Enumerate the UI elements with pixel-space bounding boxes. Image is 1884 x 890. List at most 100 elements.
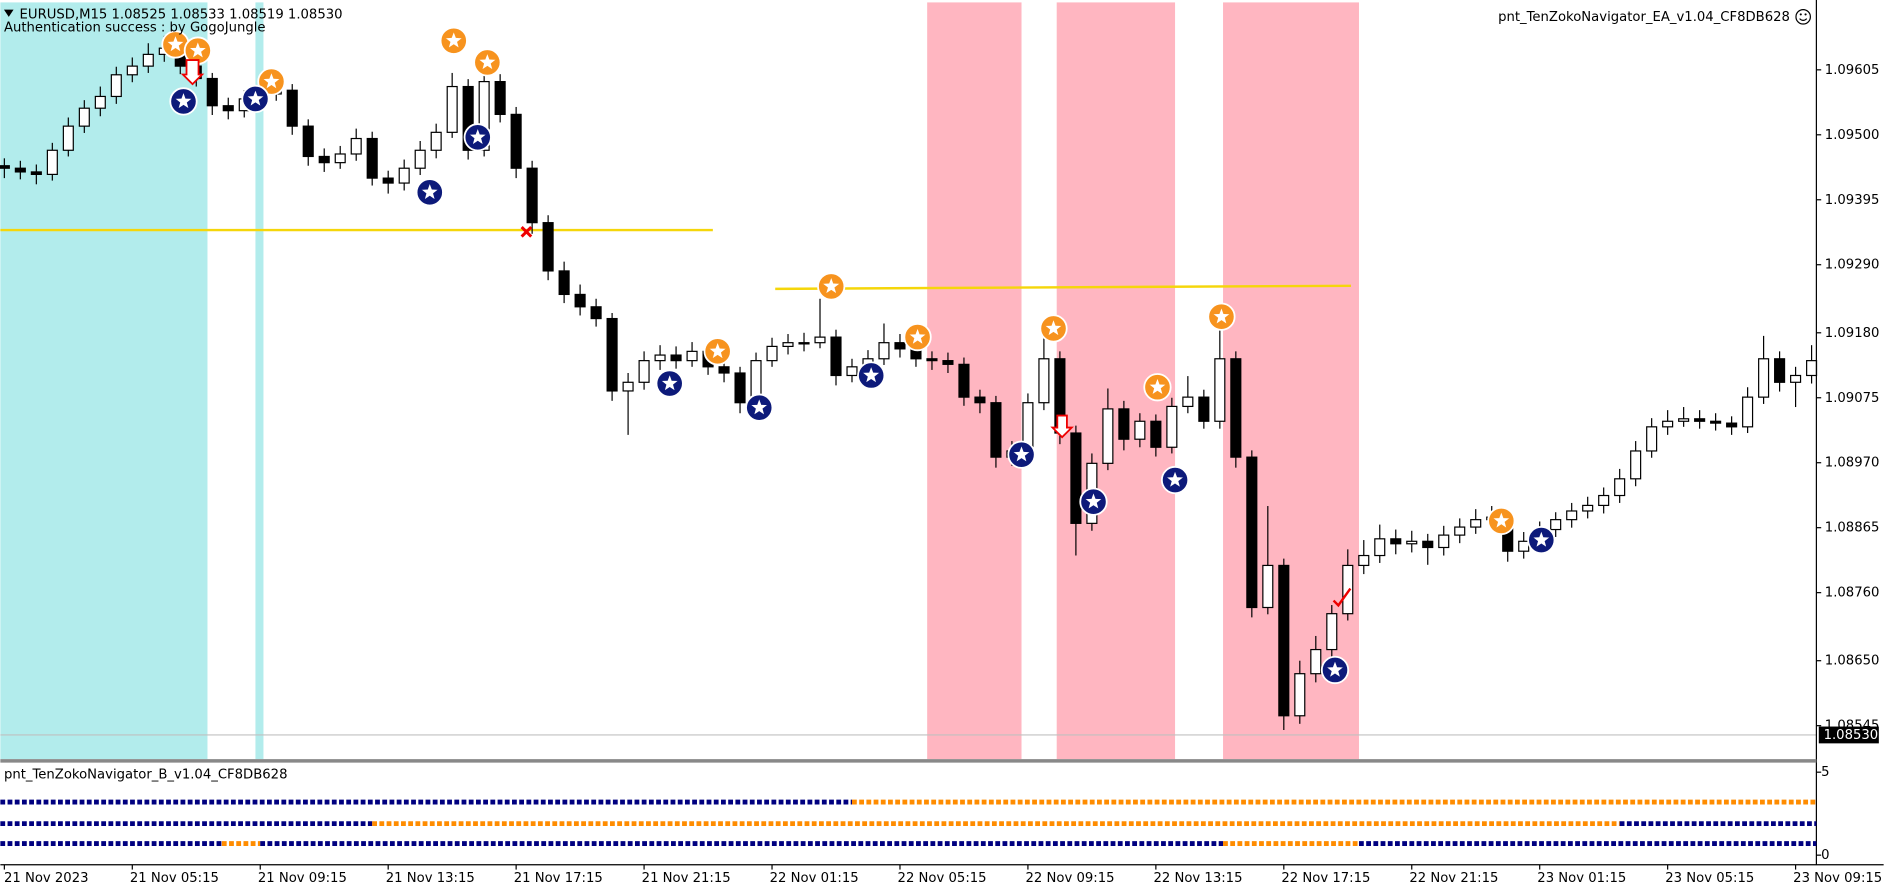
y-tick-label: 1.08760 (1825, 586, 1880, 601)
candle-body (942, 360, 954, 365)
y-tick-label: 1.09290 (1825, 258, 1880, 273)
signal-star (907, 326, 929, 347)
candle-body (974, 396, 986, 404)
x-tick-label: 23 Nov 01:15 (1537, 871, 1626, 886)
candle-body (846, 366, 858, 377)
candle-body (14, 167, 26, 173)
candle-body (286, 89, 298, 127)
candle-body (734, 372, 746, 404)
candle-body (78, 107, 90, 127)
y-tick-label: 1.09395 (1825, 193, 1880, 208)
candle-body (958, 363, 970, 398)
candle-body (990, 402, 1002, 458)
signal-star (165, 33, 186, 54)
candle-body (1422, 540, 1434, 549)
signal-star (748, 396, 770, 417)
candle-body (430, 131, 442, 151)
x-tick-label: 21 Nov 17:15 (514, 871, 603, 886)
candle-body (526, 167, 538, 224)
indicator-title: pnt_TenZokoNavigator_B_v1.04_CF8DB628 (4, 768, 288, 783)
candle-body (1710, 420, 1722, 424)
candle-body (1806, 360, 1818, 377)
sell-signal (1143, 373, 1172, 402)
x-tick-label: 21 Nov 09:15 (258, 871, 347, 886)
candle-body (1550, 519, 1562, 531)
candle-body (1262, 564, 1274, 609)
buy-signal (463, 123, 492, 152)
candle-body (830, 336, 842, 377)
candle-body (318, 155, 330, 164)
x-tick-label: 21 Nov 13:15 (386, 871, 475, 886)
candle-body (638, 360, 650, 383)
x-tick-label: 22 Nov 09:15 (1026, 871, 1115, 886)
y-tick-label: 1.08970 (1825, 456, 1880, 471)
sell-signal (1207, 302, 1236, 331)
candle-body (1294, 673, 1306, 717)
signal-star (1530, 529, 1552, 549)
candle-body (478, 80, 490, 151)
x-tick-label: 21 Nov 05:15 (130, 871, 219, 886)
candle-body (670, 354, 682, 362)
signal-star (245, 88, 266, 108)
candle-body (1406, 540, 1418, 545)
candle-body (1630, 450, 1642, 480)
candle-body (1758, 358, 1770, 398)
candle-body (110, 74, 122, 98)
candle-body (1598, 494, 1610, 507)
candle-body (590, 306, 602, 320)
candle-body (1662, 420, 1674, 428)
candle-body (0, 165, 10, 169)
header: EURUSD,M15 1.08525 1.08533 1.08519 1.085… (20, 7, 343, 22)
signal-star (659, 372, 681, 393)
y-tick-label: 1.08650 (1825, 654, 1880, 669)
candle-body (1582, 504, 1594, 512)
candle-body (558, 270, 570, 296)
candle-body (1246, 456, 1258, 609)
candle-body (1694, 418, 1706, 422)
sell-signal (439, 26, 468, 55)
buy-signal (415, 178, 444, 207)
x-tick-label: 23 Nov 09:15 (1793, 871, 1882, 886)
signal-star (187, 39, 209, 60)
collapse-icon[interactable] (3, 9, 14, 17)
sell-signal (473, 48, 502, 77)
signal-star (1490, 509, 1512, 530)
candle-body (1358, 554, 1370, 567)
candle-body (1678, 418, 1690, 422)
candle-body (1774, 358, 1786, 383)
zone (927, 2, 1022, 760)
signal-star (1011, 443, 1032, 464)
sell-signal (1039, 314, 1068, 343)
candle-body (30, 171, 42, 176)
last-price-label: 1.08530 (1824, 728, 1879, 743)
y-tick-label: 1.09180 (1825, 326, 1880, 341)
buy-signal (1527, 525, 1556, 555)
candle-body (798, 342, 810, 345)
candle-body (302, 125, 314, 158)
y-tick-label: 1.09500 (1825, 128, 1880, 143)
signal-star (1147, 376, 1168, 397)
signal-star (467, 126, 489, 147)
candle-body (1646, 426, 1658, 452)
candle-body (1278, 564, 1290, 717)
candle-body (94, 95, 106, 109)
signal-star (1164, 469, 1186, 489)
x-tick-label: 21 Nov 2023 (4, 871, 89, 886)
candle-body (126, 65, 138, 76)
candle-body (398, 167, 410, 184)
signal-star (1210, 305, 1232, 326)
buy-signal (1160, 465, 1190, 495)
y-tick-label: 0 (1821, 848, 1829, 863)
signal-star (707, 340, 729, 361)
y-tick-label: 1.08865 (1825, 521, 1880, 536)
zone (0, 2, 208, 760)
x-tick-label: 22 Nov 13:15 (1153, 871, 1242, 886)
ea-title: pnt_TenZokoNavigator_EA_v1.04_CF8DB628 (1498, 10, 1790, 25)
candle-body (1454, 526, 1466, 536)
candle-body (878, 342, 890, 360)
candle-body (1070, 432, 1082, 524)
candle-body (462, 85, 474, 151)
signal-star (443, 29, 465, 50)
candle-body (446, 85, 458, 133)
